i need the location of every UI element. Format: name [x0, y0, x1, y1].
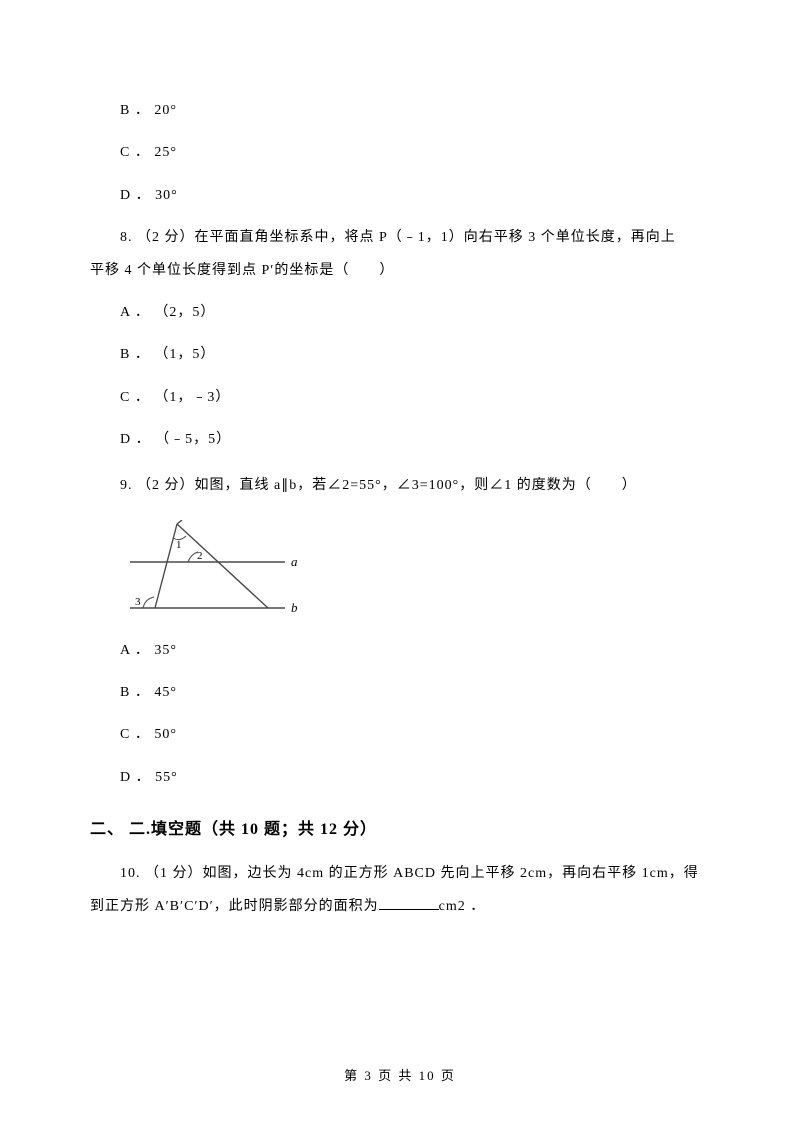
- q8-line1: 8. （2 分）在平面直角坐标系中，将点 P（﹣1，1）向右平移 3 个单位长度…: [120, 227, 710, 249]
- q10-text: 10. （1 分）如图，边长为 4cm 的正方形 ABCD 先向上平移 2cm，…: [90, 863, 710, 919]
- svg-text:2: 2: [197, 550, 203, 562]
- q9-diagram-svg: 1 2 3 a b: [120, 520, 310, 620]
- svg-text:1: 1: [176, 539, 182, 551]
- q9-option-c: C ． 50°: [120, 724, 710, 746]
- q9-option-b: B ． 45°: [120, 682, 710, 704]
- q10-blank: [379, 895, 439, 910]
- q10-line2-post: cm2 ．: [439, 899, 486, 914]
- q8-line2: 平移 4 个单位长度得到点 P′的坐标是（ ）: [90, 260, 710, 282]
- q9-option-d: D ． 55°: [120, 767, 710, 789]
- page-footer: 第 3 页 共 10 页: [0, 1065, 800, 1084]
- q8-option-b: B ． （1，5）: [120, 344, 710, 366]
- q8-option-d: D ． （﹣5，5）: [120, 429, 710, 451]
- q7-option-b: B ． 20°: [120, 100, 710, 122]
- svg-text:3: 3: [135, 596, 141, 608]
- q7-option-d: D ． 30°: [120, 185, 710, 207]
- q9-text: 9. （2 分）如图，直线 a∥b，若∠2=55°，∠3=100°，则∠1 的度…: [120, 472, 710, 500]
- q8-option-a: A ． （2，5）: [120, 302, 710, 324]
- svg-text:b: b: [291, 600, 298, 615]
- section-2-header: 二、 二.填空题（共 10 题；共 12 分）: [90, 817, 710, 843]
- q10-line1: 10. （1 分）如图，边长为 4cm 的正方形 ABCD 先向上平移 2cm，…: [120, 863, 710, 885]
- q10-line2: 到正方形 A′B′C′D′，此时阴影部分的面积为 cm2 ．: [90, 895, 710, 918]
- svg-text:a: a: [291, 554, 298, 569]
- q8-text: 8. （2 分）在平面直角坐标系中，将点 P（﹣1，1）向右平移 3 个单位长度…: [90, 227, 710, 282]
- q9-option-a: A ． 35°: [120, 640, 710, 662]
- q10-line2-pre: 到正方形 A′B′C′D′，此时阴影部分的面积为: [90, 899, 379, 914]
- q9-diagram: 1 2 3 a b: [120, 520, 710, 620]
- q7-option-c: C ． 25°: [120, 142, 710, 164]
- q8-option-c: C ． （1，﹣3）: [120, 387, 710, 409]
